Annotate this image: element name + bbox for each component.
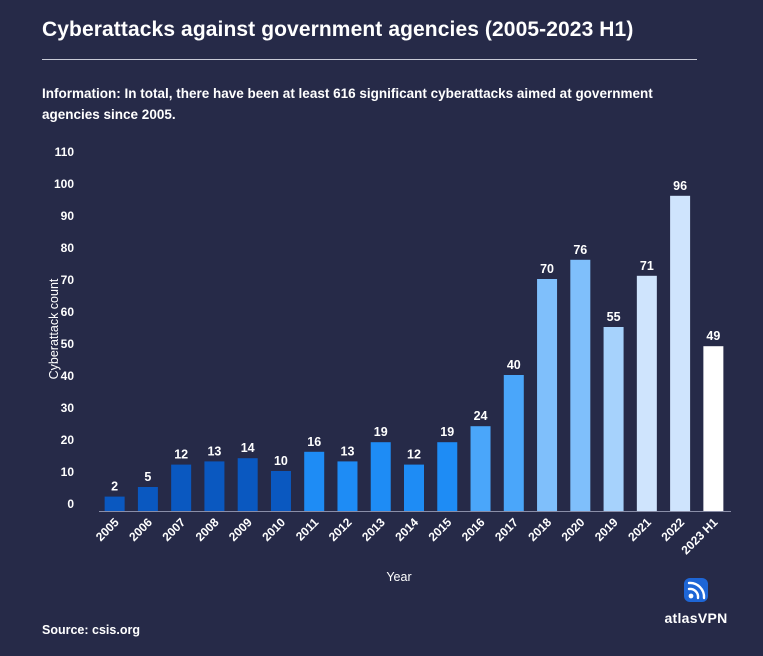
- x-tick-label: 2020: [559, 515, 588, 544]
- bar: [370, 442, 391, 511]
- source-note: Source: csis.org: [42, 623, 140, 637]
- y-tick-label: 10: [61, 465, 75, 479]
- data-label: 10: [274, 454, 288, 468]
- y-tick-label: 0: [67, 497, 74, 511]
- bar: [503, 375, 524, 511]
- y-tick-label: 20: [61, 433, 75, 447]
- data-label: 14: [241, 441, 255, 455]
- x-tick-label: 2023 H1: [679, 515, 721, 557]
- bar: [404, 464, 424, 511]
- x-tick-label: 2016: [459, 515, 488, 544]
- info-text: In total, there have been at least 616 s…: [42, 86, 653, 122]
- data-label: 55: [607, 310, 621, 324]
- chart-title: Cyberattacks against government agencies…: [42, 18, 634, 41]
- data-label: 13: [341, 444, 355, 458]
- x-tick-label: 2022: [658, 515, 687, 544]
- y-tick-label: 40: [61, 369, 75, 383]
- data-label: 16: [307, 435, 321, 449]
- bar: [437, 442, 458, 511]
- data-label: 19: [440, 425, 454, 439]
- bar: [636, 275, 657, 511]
- bar: [603, 327, 624, 511]
- y-axis-label: Cyberattack count: [47, 278, 61, 379]
- x-tick-label: 2005: [93, 515, 122, 544]
- x-tick-label: 2017: [492, 515, 521, 544]
- x-tick-label: 2012: [326, 515, 355, 544]
- data-label: 70: [540, 262, 554, 276]
- y-tick-label: 100: [54, 177, 74, 191]
- info-label: Information:: [42, 86, 121, 101]
- x-tick-label: 2009: [226, 515, 255, 544]
- bar: [137, 487, 158, 511]
- data-label: 76: [573, 243, 587, 257]
- bar: [570, 259, 591, 511]
- x-axis-label: Year: [386, 570, 411, 584]
- data-label: 2: [111, 480, 118, 494]
- data-label: 71: [640, 259, 654, 273]
- x-tick-label: 2010: [259, 515, 288, 544]
- bar: [270, 471, 291, 511]
- bar: [703, 346, 724, 511]
- x-tick-label: 2015: [426, 515, 455, 544]
- x-tick-label: 2008: [193, 515, 222, 544]
- data-label: 12: [407, 448, 421, 462]
- y-tick-label: 60: [61, 305, 75, 319]
- x-tick-label: 2006: [126, 515, 155, 544]
- x-tick-label: 2013: [359, 515, 388, 544]
- data-label: 5: [144, 470, 151, 484]
- data-label: 13: [207, 444, 221, 458]
- data-label: 96: [673, 179, 687, 193]
- bar: [537, 279, 558, 511]
- x-tick-label: 2021: [625, 515, 654, 544]
- bar: [670, 195, 691, 512]
- y-tick-label: 70: [61, 273, 75, 287]
- bar: [171, 464, 192, 511]
- x-tick-label: 2007: [159, 515, 188, 544]
- data-label: 24: [474, 409, 488, 423]
- y-tick-label: 90: [61, 209, 75, 223]
- atlasvpn-logo-icon: [684, 578, 708, 602]
- brand-name: atlasVPN: [664, 610, 728, 626]
- info-note: Information: In total, there have been a…: [42, 83, 702, 125]
- bar: [470, 426, 491, 511]
- x-tick-label: 2018: [525, 515, 554, 544]
- bar: [204, 461, 225, 511]
- x-tick-label: 2014: [392, 515, 421, 544]
- y-tick-label: 110: [55, 145, 75, 159]
- y-tick-label: 80: [61, 241, 75, 255]
- bar: [104, 496, 125, 511]
- brand-logo: atlasVPN: [651, 578, 741, 626]
- title-divider: [42, 59, 697, 60]
- data-label: 12: [174, 448, 188, 462]
- bar: [237, 458, 258, 511]
- y-tick-label: 30: [61, 401, 75, 415]
- x-tick-label: 2011: [293, 515, 322, 544]
- bar: [337, 461, 358, 511]
- x-tick-label: 2019: [592, 515, 621, 544]
- data-label: 49: [706, 329, 720, 343]
- bar: [304, 451, 325, 511]
- y-tick-label: 50: [61, 337, 75, 351]
- data-label: 19: [374, 425, 388, 439]
- data-label: 40: [507, 358, 521, 372]
